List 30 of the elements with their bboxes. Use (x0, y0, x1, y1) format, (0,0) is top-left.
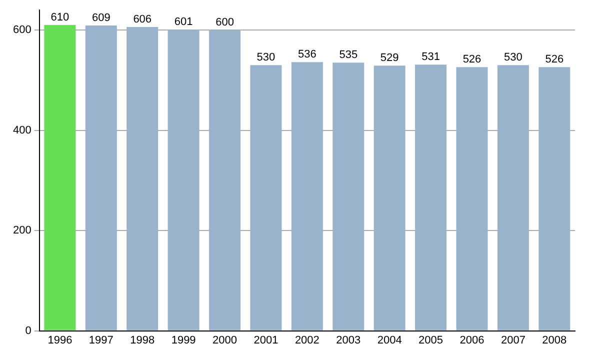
x-tick-label: 1998 (130, 334, 155, 346)
data-label: 601 (174, 16, 193, 28)
x-tick-label: 1997 (88, 334, 114, 346)
x-tick-label: 2008 (542, 334, 567, 346)
data-label: 526 (462, 54, 482, 66)
x-tick-label: 2002 (294, 334, 320, 346)
y-tick-label: 0 (25, 324, 32, 337)
y-tick-label: 200 (12, 224, 32, 237)
data-label: 536 (298, 48, 316, 61)
data-label: 535 (339, 49, 358, 62)
x-tick-label: 2003 (336, 334, 361, 346)
data-label: 526 (545, 54, 564, 66)
data-label: 610 (50, 12, 70, 24)
x-tick-label: 2001 (254, 334, 278, 346)
data-label: 600 (216, 16, 234, 29)
x-tick-label: 2005 (418, 334, 444, 346)
y-tick-label: 600 (12, 24, 32, 36)
x-tick-label: 2000 (212, 334, 238, 346)
data-label: 530 (504, 52, 522, 64)
data-label: 530 (256, 52, 276, 64)
x-tick-label: 2007 (500, 334, 526, 346)
data-label: 606 (133, 14, 152, 26)
data-label: 609 (92, 12, 110, 24)
data-label: 531 (422, 51, 440, 64)
data-label: 529 (380, 52, 399, 64)
x-tick-label: 2004 (377, 334, 402, 346)
x-tick-label: 2006 (460, 334, 484, 346)
x-tick-label: 1996 (48, 334, 72, 346)
y-tick-label: 400 (12, 124, 32, 136)
x-tick-label: 1999 (171, 334, 196, 346)
